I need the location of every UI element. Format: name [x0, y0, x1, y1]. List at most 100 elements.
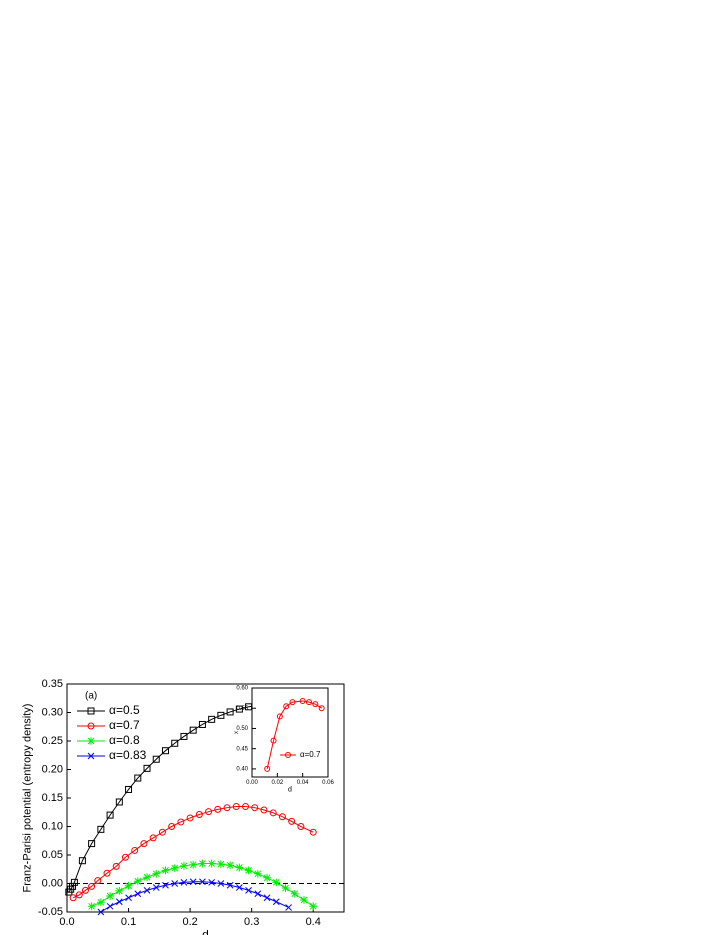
x-tick-label: 0.0 — [59, 916, 74, 928]
marker-shape — [180, 861, 188, 870]
marker — [189, 878, 197, 886]
marker-shape — [290, 889, 299, 898]
marker-shape — [253, 869, 262, 878]
marker-shape — [251, 804, 259, 812]
legend-label: α=0.8 — [109, 733, 140, 747]
marker-shape — [177, 818, 185, 826]
marker — [69, 894, 77, 902]
marker — [143, 764, 151, 772]
marker-shape — [272, 898, 280, 906]
marker — [161, 866, 170, 875]
marker — [87, 752, 95, 760]
marker — [223, 804, 231, 812]
marker-shape — [162, 881, 169, 889]
marker-shape — [143, 873, 151, 882]
marker-shape — [300, 896, 308, 904]
marker-shape — [217, 880, 225, 887]
marker-shape — [125, 785, 133, 793]
marker-shape — [78, 857, 86, 865]
marker — [125, 785, 133, 793]
y-tick-label: 0.00 — [42, 877, 63, 889]
marker-shape — [69, 894, 77, 902]
marker — [270, 737, 277, 744]
marker — [244, 866, 253, 875]
x-tick-label: 0.4 — [306, 916, 321, 928]
marker-shape — [170, 864, 179, 873]
marker-shape — [180, 879, 188, 886]
marker — [143, 886, 151, 894]
marker — [269, 809, 277, 817]
legend-label: α=0.7 — [109, 718, 140, 732]
marker — [235, 863, 244, 872]
legend-label: α=0.83 — [109, 748, 147, 762]
marker-shape — [226, 861, 235, 870]
marker-shape — [87, 752, 95, 760]
marker — [180, 861, 188, 870]
marker — [198, 720, 206, 728]
marker-shape — [88, 840, 96, 848]
marker-shape — [180, 732, 188, 740]
marker-shape — [270, 737, 277, 744]
marker — [70, 878, 78, 886]
marker — [236, 884, 243, 891]
marker-shape — [124, 881, 133, 890]
marker — [81, 886, 89, 894]
marker — [161, 747, 169, 755]
marker-shape — [318, 705, 325, 712]
marker — [152, 755, 160, 763]
marker-shape — [226, 881, 234, 889]
marker — [260, 806, 268, 814]
marker — [208, 715, 216, 723]
marker — [318, 705, 325, 712]
marker — [226, 861, 235, 870]
marker-shape — [115, 898, 123, 906]
marker — [263, 873, 271, 882]
marker — [180, 879, 188, 886]
marker — [276, 713, 283, 720]
marker — [158, 828, 166, 836]
marker-shape — [214, 805, 222, 813]
marker-shape — [189, 860, 198, 869]
marker — [152, 884, 160, 891]
marker — [232, 803, 240, 811]
marker — [278, 813, 286, 821]
marker-shape — [260, 806, 268, 814]
marker — [299, 697, 306, 704]
marker — [94, 877, 102, 885]
marker-shape — [263, 894, 271, 902]
marker — [217, 880, 225, 887]
y-tick-label: 0.15 — [42, 792, 63, 804]
marker-shape — [96, 898, 105, 907]
marker-shape — [195, 811, 203, 819]
marker — [205, 808, 213, 816]
marker-shape — [281, 884, 290, 892]
marker-shape — [134, 774, 142, 782]
marker — [208, 879, 216, 886]
marker-shape — [88, 882, 96, 890]
y-tick-label: 0.45 — [236, 746, 248, 752]
marker-shape — [189, 878, 197, 886]
marker — [131, 846, 139, 854]
marker — [96, 898, 105, 907]
y-tick-label: 0.60 — [236, 686, 248, 692]
marker — [207, 859, 216, 868]
marker-shape — [216, 860, 225, 869]
y-tick-label: 0.10 — [42, 820, 63, 832]
marker-shape — [217, 711, 225, 719]
marker-shape — [106, 811, 114, 819]
marker — [254, 890, 262, 898]
marker — [242, 803, 250, 811]
marker-shape — [223, 804, 231, 812]
marker — [78, 857, 86, 865]
marker — [264, 765, 271, 772]
marker — [103, 869, 111, 877]
marker-shape — [198, 720, 206, 728]
marker-shape — [309, 902, 318, 911]
marker — [106, 811, 114, 819]
marker — [87, 707, 95, 715]
marker-shape — [97, 908, 105, 916]
x-tick-label: 0.00 — [246, 780, 258, 786]
marker-shape — [171, 739, 179, 747]
marker — [253, 869, 262, 878]
x-axis-label: d — [288, 786, 292, 793]
